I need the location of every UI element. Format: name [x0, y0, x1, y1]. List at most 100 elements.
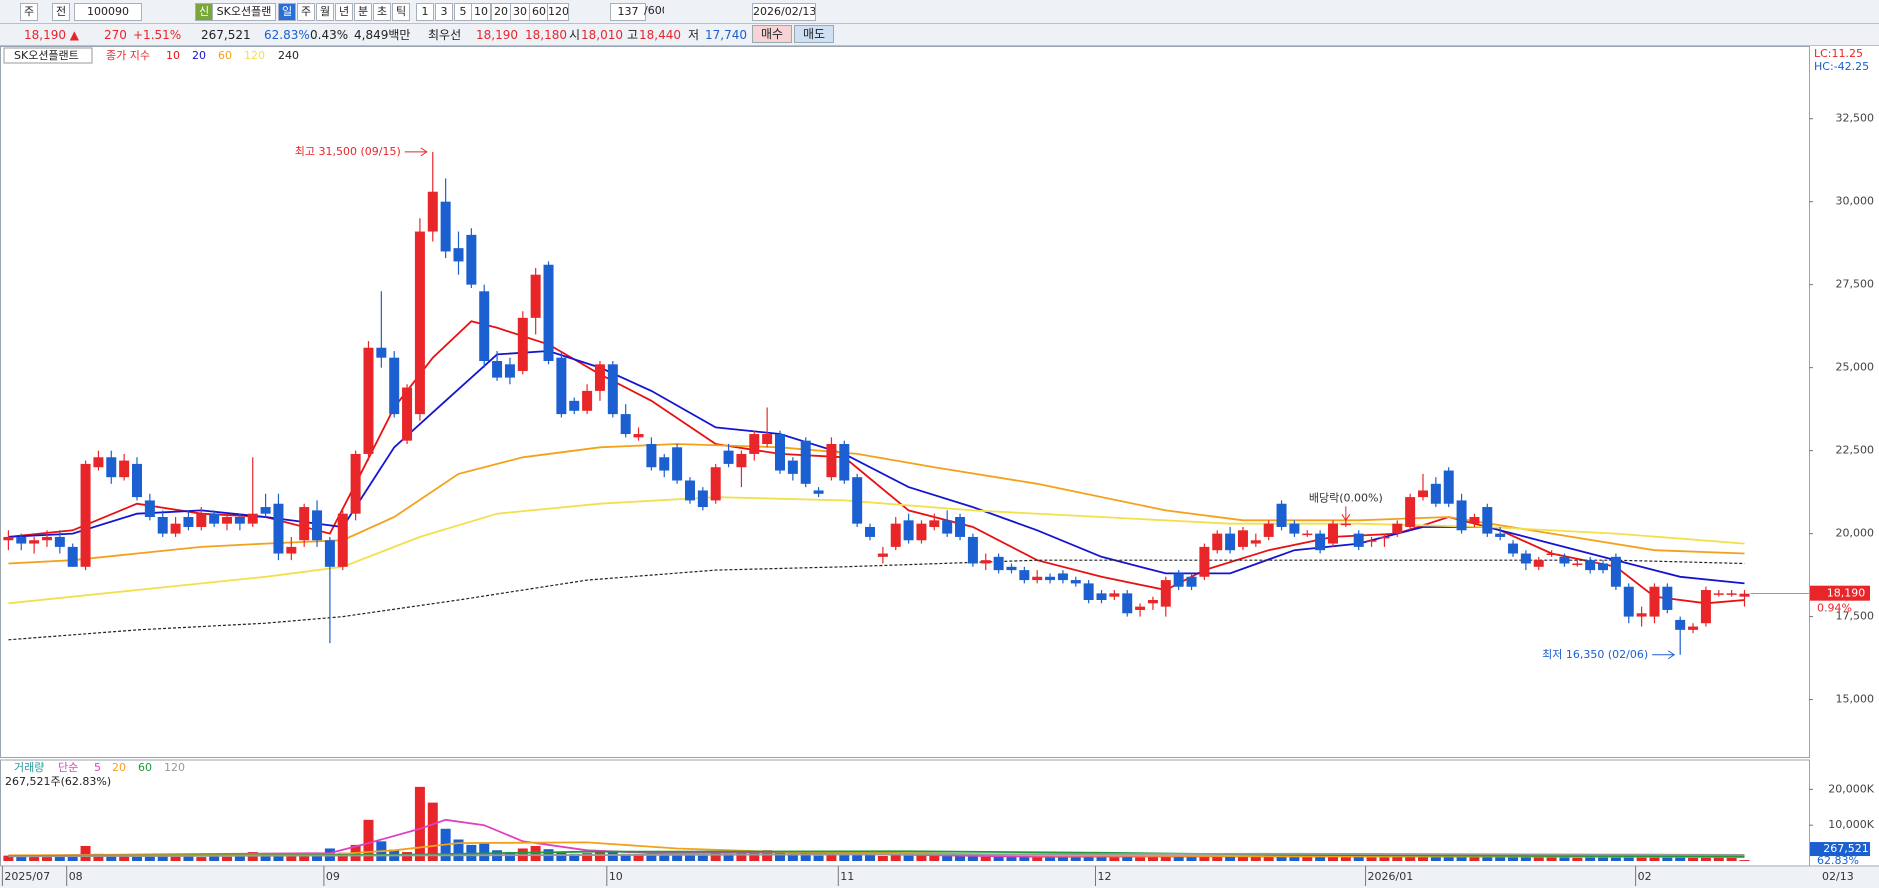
volume-bar [852, 854, 863, 861]
toolbar-item[interactable]: 년 [335, 3, 353, 21]
candle-body [659, 457, 670, 471]
moving-average [8, 320, 1745, 605]
candle-body [1032, 576, 1043, 581]
x-tick-label: 10 [609, 870, 623, 883]
candle-body [1263, 523, 1274, 537]
legend-period: 120 [244, 49, 265, 62]
volume-bar [1109, 857, 1120, 861]
candle-body [247, 513, 258, 524]
volume-bar [337, 852, 348, 861]
quote-field: 17,740 [705, 28, 747, 42]
candle-body [1520, 553, 1531, 564]
annotation-arrow [404, 147, 428, 157]
candle-body [196, 513, 207, 527]
candle-body [222, 517, 233, 524]
y-tick-label: 27,500 [1836, 278, 1875, 291]
toolbar-item[interactable]: SK오션플랜 [212, 3, 276, 21]
toolbar-item[interactable]: 분 [354, 3, 372, 21]
volume-bar [1083, 856, 1094, 861]
toolbar-item[interactable]: 월 [316, 3, 334, 21]
quote-field: 18,180 [525, 28, 567, 42]
candle-body [1572, 563, 1583, 565]
toolbar-item[interactable]: 틱 [392, 3, 410, 21]
price-tag-label: 18,190 [1827, 587, 1866, 600]
volume-bar [1379, 857, 1390, 861]
candle-body [389, 357, 400, 415]
volume-bar [1739, 860, 1750, 861]
volume-bar [762, 850, 773, 861]
volume-bar [119, 855, 130, 861]
candle-body [594, 364, 605, 391]
quote-bar: 18,190 ▲ 270 +1.51% 267,521 62.83% 0.43% 4,849… [0, 24, 1879, 46]
toolbar-item[interactable]: 30 [510, 3, 530, 21]
volume-bar [1250, 856, 1261, 861]
volume-bar [1276, 855, 1287, 861]
volume-bar [1662, 856, 1673, 861]
volume-bar [980, 856, 991, 861]
toolbar: 주 전 100090 SK오션플랜 신 일 주 월 년 분 초 틱 1 3 5 10 20 30 60 120 137/… [0, 0, 1879, 24]
legend-period: 240 [278, 49, 299, 62]
x-tick-label: 08 [69, 870, 83, 883]
toolbar-item[interactable]: 초 [373, 3, 391, 21]
toolbar-item[interactable]: 3 [435, 3, 453, 21]
toolbar-item[interactable]: 20 [491, 3, 511, 21]
volume-bar [273, 853, 284, 861]
candle-body [710, 467, 721, 501]
toolbar-item[interactable]: 100090 [74, 3, 142, 21]
toolbar-item[interactable]: 2026/02/13 [752, 3, 816, 21]
candle-body [1083, 583, 1094, 600]
order-button[interactable]: 매수 [752, 25, 793, 43]
candle-body [1160, 580, 1171, 607]
candle-body [1173, 573, 1184, 587]
candle-body [1405, 497, 1416, 527]
candle-body [1739, 593, 1750, 597]
volume-bar [1623, 855, 1634, 861]
toolbar-item[interactable]: 137 [610, 3, 646, 21]
quote-field: 고 [627, 28, 639, 42]
toolbar-item[interactable]: 일 [278, 3, 296, 21]
toolbar-item[interactable]: 60 [529, 3, 549, 21]
quote-field: 최우선 [428, 28, 462, 42]
annotation-arrow [1341, 506, 1351, 522]
volume-bar [813, 855, 824, 861]
toolbar-item[interactable]: 주 [297, 3, 315, 21]
candle-body [41, 536, 52, 541]
candle-body [697, 490, 708, 508]
volume-bar [1263, 855, 1274, 861]
toolbar-item[interactable]: 전 [52, 3, 70, 21]
candle-body [582, 390, 593, 411]
toolbar-item[interactable]: 신 [195, 3, 213, 21]
volume-legend: 60 [138, 761, 152, 774]
candle-body [427, 191, 438, 232]
toolbar-item[interactable]: 주 [20, 3, 38, 21]
volume-bar [479, 843, 490, 861]
toolbar-item[interactable]: /600 [644, 4, 664, 17]
volume-bar [1340, 857, 1351, 861]
candle-body [620, 414, 631, 435]
volume-bar [1070, 857, 1081, 861]
toolbar-item[interactable]: 1 [416, 3, 434, 21]
candle-body [414, 231, 425, 415]
volume-bar [67, 855, 78, 861]
volume-bar [1173, 856, 1184, 861]
candle-body [1469, 517, 1480, 524]
candle-body [775, 434, 785, 471]
volume-bar [646, 853, 657, 861]
candle-body [183, 517, 194, 527]
toolbar-item[interactable]: 5 [454, 3, 472, 21]
volume-bar [530, 845, 541, 861]
volume-bar [1700, 856, 1711, 861]
toolbar-item[interactable]: 10 [471, 3, 491, 21]
candle-body [132, 463, 142, 498]
volume-legend: 단순 [58, 761, 78, 774]
volume-bar [710, 853, 721, 861]
volume-bar [132, 855, 142, 861]
order-button[interactable]: 매도 [794, 25, 835, 43]
volume-average [8, 841, 1745, 858]
toolbar-item[interactable]: 120 [547, 3, 569, 21]
volume-bar [1675, 855, 1686, 861]
volume-bar [582, 853, 593, 861]
candle-body [1096, 593, 1107, 600]
volume-legend: 20 [112, 761, 126, 774]
candle-body [569, 400, 580, 411]
